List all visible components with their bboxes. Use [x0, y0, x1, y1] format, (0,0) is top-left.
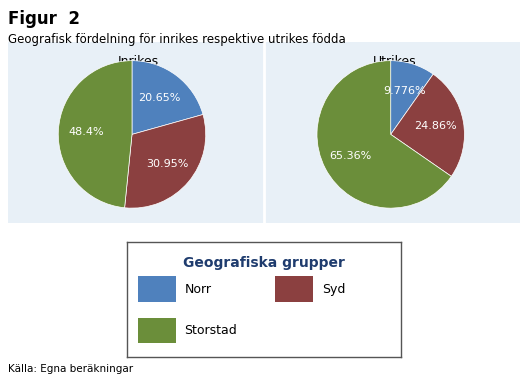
- Text: Norr: Norr: [184, 283, 211, 296]
- Wedge shape: [132, 61, 203, 134]
- Text: 9.776%: 9.776%: [383, 86, 426, 96]
- Text: Figur  2: Figur 2: [8, 10, 80, 28]
- FancyBboxPatch shape: [138, 318, 176, 343]
- Text: Utrikes: Utrikes: [373, 55, 417, 68]
- Text: 24.86%: 24.86%: [414, 121, 457, 131]
- FancyBboxPatch shape: [275, 276, 314, 302]
- Text: 65.36%: 65.36%: [329, 151, 371, 161]
- Wedge shape: [125, 114, 206, 208]
- Text: Geografisk fördelning för inrikes respektive utrikes födda: Geografisk fördelning för inrikes respek…: [8, 33, 346, 46]
- Text: Källa: Egna beräkningar: Källa: Egna beräkningar: [8, 364, 133, 374]
- Wedge shape: [391, 74, 465, 176]
- Text: 30.95%: 30.95%: [146, 159, 188, 169]
- Wedge shape: [391, 61, 433, 134]
- Wedge shape: [317, 61, 451, 208]
- Text: Storstad: Storstad: [184, 324, 237, 337]
- Text: Inrikes: Inrikes: [118, 55, 159, 68]
- Text: 20.65%: 20.65%: [138, 93, 181, 103]
- FancyBboxPatch shape: [138, 276, 176, 302]
- Text: Syd: Syd: [322, 283, 345, 296]
- Text: 48.4%: 48.4%: [69, 127, 104, 137]
- Wedge shape: [58, 61, 132, 208]
- Text: Geografiska grupper: Geografiska grupper: [183, 256, 345, 270]
